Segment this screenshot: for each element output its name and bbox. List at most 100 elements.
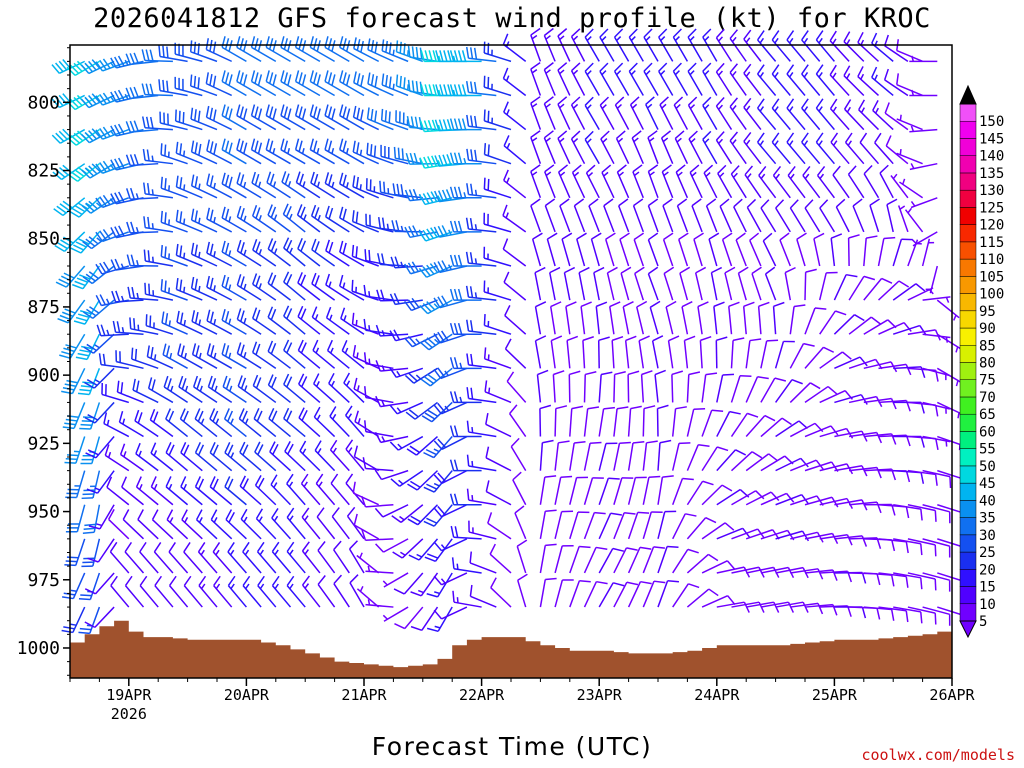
barb-flag xyxy=(84,96,94,107)
barb-flag xyxy=(543,27,554,37)
wind-barb xyxy=(657,439,672,471)
barb-half-flag xyxy=(342,282,346,289)
barb-flag xyxy=(435,84,440,96)
wind-barb xyxy=(125,120,159,133)
barb-half-flag xyxy=(846,106,851,113)
barb-half-flag xyxy=(382,580,388,586)
barb-staff xyxy=(516,580,527,608)
barb-flag xyxy=(197,77,200,89)
barb-half-flag xyxy=(258,248,262,255)
barb-staff xyxy=(892,324,921,335)
wind-barb xyxy=(729,29,747,62)
barb-staff xyxy=(804,496,833,506)
barb-half-flag xyxy=(437,195,442,202)
barb-staff xyxy=(576,238,586,267)
barb-flag xyxy=(829,98,838,110)
barb-half-flag xyxy=(183,150,186,157)
barb-flag xyxy=(634,266,645,275)
wind-barb xyxy=(921,238,935,267)
barb-half-flag xyxy=(945,297,950,303)
barb-staff xyxy=(324,80,350,97)
wind-barb xyxy=(324,205,350,233)
wind-barb xyxy=(843,65,865,97)
barb-staff xyxy=(583,443,591,471)
barb-flag xyxy=(647,198,659,207)
barb-staff xyxy=(484,358,512,370)
wind-barb xyxy=(863,319,897,335)
wind-barb xyxy=(745,491,780,506)
barb-flag xyxy=(356,142,360,154)
barb-staff xyxy=(153,551,174,574)
barb-half-flag xyxy=(630,36,636,42)
barb-staff xyxy=(627,512,639,540)
wind-barb xyxy=(600,130,615,165)
wind-barb xyxy=(686,480,714,506)
barb-flag xyxy=(194,278,198,291)
barb-staff xyxy=(130,60,159,66)
barb-staff xyxy=(745,415,766,438)
wind-barb xyxy=(543,62,556,96)
barb-half-flag xyxy=(899,114,902,121)
barb-flag xyxy=(283,237,290,249)
wind-barb xyxy=(485,413,512,438)
wind-barb xyxy=(255,508,277,540)
barb-staff xyxy=(441,504,468,518)
barb-staff xyxy=(269,451,292,472)
barb-flag xyxy=(422,266,431,277)
wind-barb xyxy=(465,46,497,63)
barb-flag xyxy=(73,96,83,107)
wind-barb xyxy=(687,62,703,96)
barb-flag xyxy=(708,232,720,240)
barb-staff xyxy=(848,316,872,335)
barb-staff xyxy=(603,205,615,233)
barb-flag xyxy=(72,283,84,290)
barb-flag xyxy=(134,409,140,422)
barb-staff xyxy=(108,518,130,540)
wind-barb xyxy=(449,50,482,63)
barb-half-flag xyxy=(474,258,478,265)
barb-flag xyxy=(801,64,809,75)
barb-half-flag xyxy=(109,129,115,136)
wind-barb xyxy=(643,62,659,96)
barb-flag xyxy=(418,267,428,278)
barb-flag xyxy=(813,232,825,240)
barb-staff xyxy=(221,251,247,267)
wind-barb xyxy=(510,437,527,472)
barb-flag xyxy=(209,441,216,453)
barb-staff xyxy=(236,352,262,369)
barb-staff xyxy=(613,581,628,608)
wind-barb xyxy=(175,277,203,301)
barb-flag xyxy=(688,583,700,589)
barb-flag xyxy=(209,107,214,120)
barb-staff xyxy=(468,330,497,335)
barb-flag xyxy=(161,311,165,323)
wind-barb xyxy=(885,135,909,165)
barb-half-flag xyxy=(345,147,349,154)
wind-barb xyxy=(569,511,590,540)
barb-flag xyxy=(920,472,925,484)
barb-flag xyxy=(487,110,490,123)
barb-flag xyxy=(212,75,217,88)
barb-staff xyxy=(168,551,189,574)
wind-barb xyxy=(197,542,218,574)
barb-flag xyxy=(207,375,213,388)
wind-barb xyxy=(209,476,233,506)
wind-barb xyxy=(852,198,865,233)
wind-barb xyxy=(922,296,951,303)
barb-flag xyxy=(364,420,367,432)
barb-staff xyxy=(396,367,424,379)
wind-barb xyxy=(683,335,696,369)
barb-staff xyxy=(221,285,247,301)
wind-barb xyxy=(672,583,700,608)
wind-barb xyxy=(250,138,277,165)
wind-barb xyxy=(174,109,203,131)
barb-staff xyxy=(742,306,747,335)
barb-flag xyxy=(762,232,773,242)
barb-staff xyxy=(91,265,115,285)
barb-staff xyxy=(270,484,292,506)
barb-half-flag xyxy=(381,365,385,371)
barb-half-flag xyxy=(618,171,624,177)
wind-barb xyxy=(647,266,659,301)
barb-staff xyxy=(790,602,819,608)
barb-flag xyxy=(224,345,230,357)
